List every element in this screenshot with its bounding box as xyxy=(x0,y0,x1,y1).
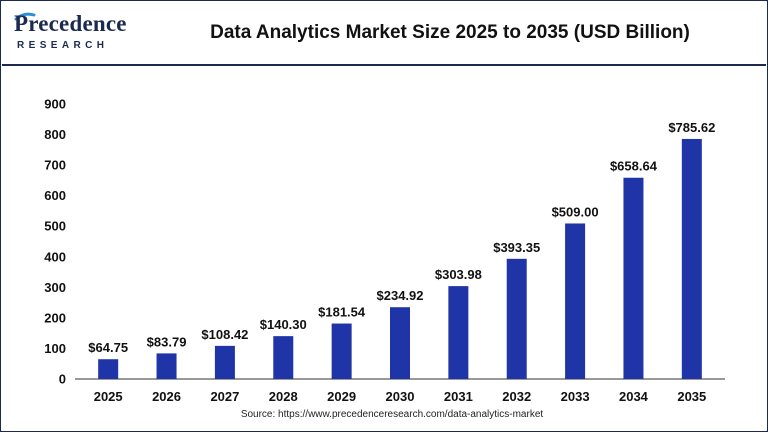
bar-2032 xyxy=(506,258,527,379)
bar-value-label: $83.79 xyxy=(147,334,187,349)
x-tick-label: 2031 xyxy=(444,389,473,404)
bar-2026 xyxy=(156,353,177,379)
y-tick-label: 0 xyxy=(59,372,66,387)
bar-2025 xyxy=(98,359,119,379)
bar-value-label: $509.00 xyxy=(552,204,599,219)
bar-value-label: $303.98 xyxy=(435,267,482,282)
header: Precedence RESEARCH Data Analytics Marke… xyxy=(2,2,766,66)
y-tick-label: 700 xyxy=(44,158,66,173)
x-tick-label: 2034 xyxy=(619,389,649,404)
bar-chart: 0 100 200 300 400 500 600 700 800 900 $64.75 2025 $8… xyxy=(44,97,725,404)
bar-2029 xyxy=(331,323,352,379)
bar-value-label: $64.75 xyxy=(88,340,128,355)
y-tick-label: 800 xyxy=(44,127,66,142)
bar-2027 xyxy=(214,345,235,379)
x-tick-label: 2029 xyxy=(327,389,356,404)
y-tick-label: 300 xyxy=(44,280,66,295)
bar-2033 xyxy=(565,223,586,379)
bar-2030 xyxy=(390,307,410,379)
logo-swoosh-icon xyxy=(14,12,36,21)
chart-title: Data Analytics Market Size 2025 to 2035 … xyxy=(210,22,690,43)
bar-2031 xyxy=(448,286,469,379)
bar-value-label: $658.64 xyxy=(610,159,658,174)
bar-value-label: $234.92 xyxy=(377,288,424,303)
x-tick-label: 2032 xyxy=(502,389,531,404)
bar-value-label: $108.42 xyxy=(201,327,248,342)
x-tick-label: 2035 xyxy=(677,389,706,404)
y-tick-label: 600 xyxy=(44,188,66,203)
y-tick-label: 900 xyxy=(44,97,66,112)
y-tick-label: 100 xyxy=(44,341,66,356)
logo: Precedence RESEARCH xyxy=(14,11,134,57)
bar-2035 xyxy=(681,138,702,379)
y-tick-label: 500 xyxy=(44,219,66,234)
x-tick-label: 2033 xyxy=(561,389,590,404)
bar-2034 xyxy=(623,177,644,379)
logo-wordmark: Precedence xyxy=(14,11,127,36)
bar-value-label: $785.62 xyxy=(668,120,715,135)
x-tick-label: 2027 xyxy=(210,389,239,404)
x-tick-label: 2030 xyxy=(386,389,415,404)
x-tick-label: 2026 xyxy=(152,389,181,404)
bar-value-label: $181.54 xyxy=(318,305,366,320)
x-tick-label: 2028 xyxy=(269,389,298,404)
x-tick-label: 2025 xyxy=(94,389,123,404)
y-tick-label: 200 xyxy=(44,310,66,325)
bar-2028 xyxy=(273,336,294,379)
logo-subtitle: RESEARCH xyxy=(17,40,109,51)
bar-value-label: $393.35 xyxy=(493,240,540,255)
source-note: Source: https://www.precedenceresearch.c… xyxy=(240,409,544,420)
bar-value-label: $140.30 xyxy=(260,317,307,332)
y-tick-label: 400 xyxy=(44,249,66,264)
